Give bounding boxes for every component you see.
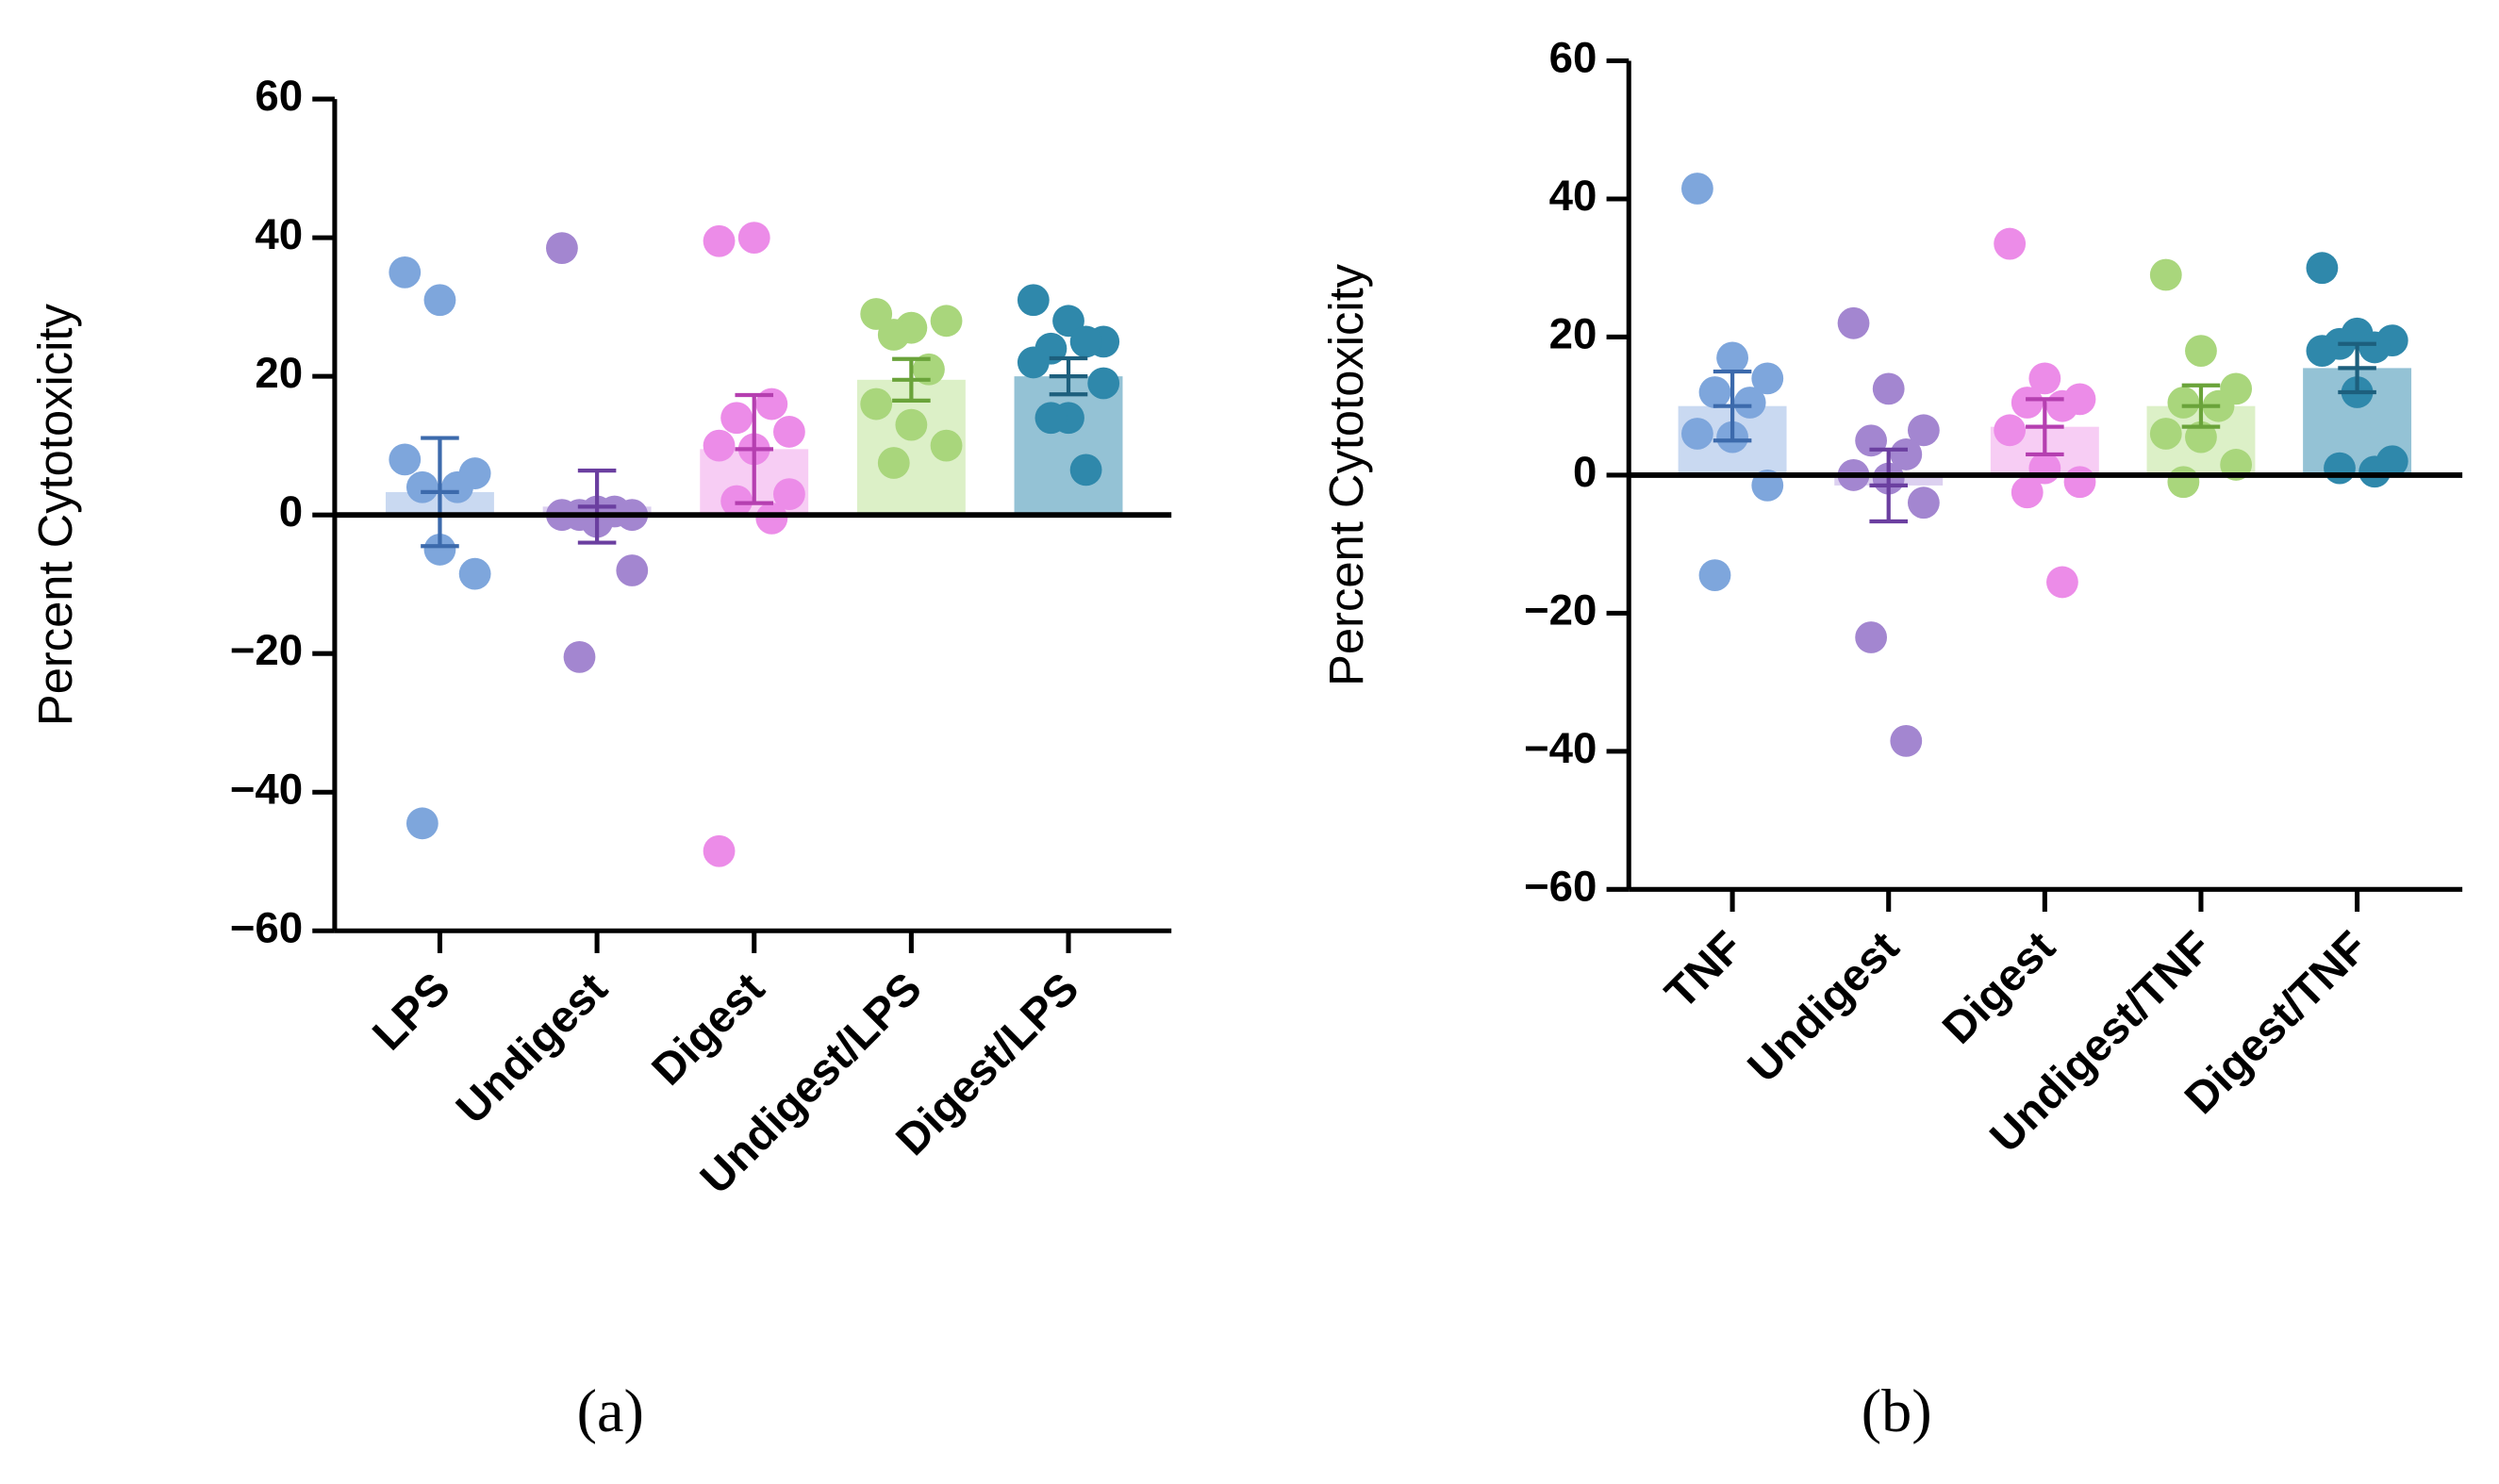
y-tick-label: 0 xyxy=(1573,448,1597,496)
data-point xyxy=(2167,466,2200,499)
data-point xyxy=(1034,402,1067,435)
data-point xyxy=(2324,452,2356,485)
data-point xyxy=(423,534,456,566)
data-point xyxy=(1681,418,1713,450)
bar xyxy=(1014,376,1123,516)
data-point xyxy=(2149,258,2182,291)
data-point xyxy=(1733,387,1766,419)
data-point xyxy=(2358,455,2391,488)
data-point xyxy=(703,834,736,867)
data-point xyxy=(1837,306,1870,339)
data-point xyxy=(1890,724,1923,757)
y-tick-label: 60 xyxy=(255,72,303,120)
y-tick-label: 40 xyxy=(255,210,303,258)
y-tick-label: −40 xyxy=(1524,724,1597,772)
data-point xyxy=(1017,346,1050,379)
data-point xyxy=(423,284,456,317)
data-point xyxy=(389,256,422,289)
data-point xyxy=(930,305,963,338)
data-point xyxy=(737,222,770,254)
data-point xyxy=(1698,376,1731,408)
data-point xyxy=(913,353,945,386)
panel-label: (b) xyxy=(1862,1377,1932,1444)
y-tick-label: −40 xyxy=(230,765,303,813)
data-point xyxy=(1994,227,2027,260)
data-point xyxy=(773,416,805,448)
data-point xyxy=(720,485,753,518)
data-point xyxy=(2306,252,2339,285)
data-point xyxy=(1855,621,1888,653)
data-point xyxy=(616,554,649,586)
x-tick-label: Undigest xyxy=(1738,922,1909,1093)
y-tick-label: −20 xyxy=(1524,585,1597,634)
data-point xyxy=(1087,367,1120,400)
y-tick-label: 0 xyxy=(279,487,303,536)
data-point xyxy=(1052,305,1084,338)
data-point xyxy=(1681,173,1713,205)
data-point xyxy=(458,557,491,590)
data-point xyxy=(389,443,422,476)
data-point xyxy=(2046,566,2078,599)
y-tick-label: 60 xyxy=(1549,34,1597,82)
data-point xyxy=(1907,486,1940,519)
data-point xyxy=(546,232,578,265)
data-point xyxy=(877,319,910,351)
data-point xyxy=(2306,335,2339,367)
data-point xyxy=(2185,420,2217,453)
data-point xyxy=(1069,453,1102,486)
data-point xyxy=(2167,387,2200,419)
data-point xyxy=(1017,284,1050,317)
data-point xyxy=(2358,331,2391,364)
data-point xyxy=(2185,335,2217,367)
data-point xyxy=(1751,362,1784,395)
data-point xyxy=(895,408,928,441)
data-point xyxy=(773,478,805,511)
x-tick-label: Digest xyxy=(1933,922,2065,1054)
data-point xyxy=(563,640,596,673)
data-point xyxy=(2011,387,2044,419)
data-point xyxy=(877,447,910,479)
data-point xyxy=(1907,414,1940,447)
data-point xyxy=(405,807,439,840)
x-tick-label: Digest xyxy=(642,964,774,1096)
data-point xyxy=(1994,414,2027,447)
data-point xyxy=(860,387,893,420)
x-tick-label: Undigest xyxy=(447,964,618,1134)
data-point xyxy=(703,224,736,257)
y-tick-label: 40 xyxy=(1549,172,1597,220)
y-tick-label: 20 xyxy=(255,349,303,397)
y-tick-label: −20 xyxy=(230,626,303,674)
panel-label: (a) xyxy=(577,1377,644,1444)
data-point xyxy=(1890,438,1923,470)
data-point xyxy=(441,470,473,503)
data-point xyxy=(2149,418,2182,450)
data-point xyxy=(703,429,736,462)
y-tick-label: −60 xyxy=(1524,862,1597,910)
data-point xyxy=(1716,341,1748,374)
data-point xyxy=(1872,372,1905,405)
data-point xyxy=(930,429,963,462)
y-axis-label: Percent Cytotoxicity xyxy=(28,304,82,727)
data-point xyxy=(2028,362,2061,395)
data-point xyxy=(2046,389,2078,422)
data-point xyxy=(1855,424,1888,457)
data-point xyxy=(1698,559,1731,592)
data-point xyxy=(755,387,788,420)
x-tick-label: TNF xyxy=(1656,922,1753,1019)
x-tick-label: LPS xyxy=(363,964,460,1061)
data-point xyxy=(2063,466,2096,499)
data-point xyxy=(755,502,788,535)
data-point xyxy=(720,402,753,435)
y-axis-label: Percent Cytotoxicity xyxy=(1319,263,1373,686)
data-point xyxy=(1069,325,1102,358)
y-tick-label: 20 xyxy=(1549,309,1597,357)
data-point xyxy=(860,298,893,330)
data-point xyxy=(405,470,439,503)
y-tick-label: −60 xyxy=(230,903,303,951)
data-point xyxy=(2011,476,2044,509)
